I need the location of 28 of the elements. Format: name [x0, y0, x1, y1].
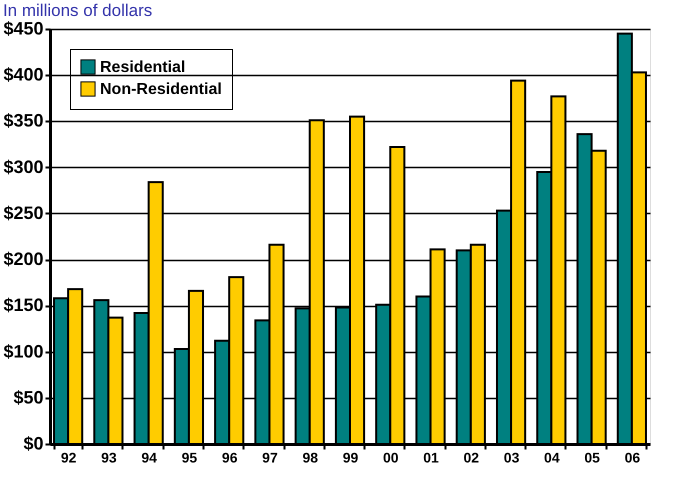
x-tick-label: 02	[464, 450, 480, 466]
x-tick-label: 98	[302, 450, 318, 466]
y-tick-label: $400	[3, 64, 44, 85]
x-tick-label: 96	[222, 450, 238, 466]
x-tick-label: 00	[382, 450, 399, 466]
x-tick-label: 06	[624, 450, 640, 466]
y-tick-label: $250	[3, 202, 44, 223]
legend-label: Non-Residential	[100, 81, 222, 98]
y-tick-label: $300	[3, 156, 44, 177]
x-tick-label: 01	[423, 450, 440, 466]
x-tick-label: 93	[101, 450, 117, 466]
y-tick-label: $200	[3, 249, 44, 270]
x-tick-label: 97	[262, 450, 278, 466]
chart-title: In millions of dollars	[2, 1, 152, 20]
y-tick-label: $150	[3, 295, 44, 316]
y-tick-label: $100	[3, 341, 44, 362]
y-tick-label: $0	[23, 434, 44, 454]
x-tick-label: 95	[182, 450, 198, 466]
legend-label: Residential	[100, 59, 186, 76]
y-tick-label: $450	[3, 18, 44, 38]
y-tick-label: $50	[13, 387, 44, 408]
x-tick-label: 04	[544, 450, 560, 466]
x-tick-label: 94	[141, 450, 158, 466]
x-tick-label: 03	[504, 450, 520, 466]
x-tick-label: 05	[584, 450, 600, 466]
x-tick-label: 99	[342, 450, 358, 466]
x-tick-label: 92	[60, 450, 77, 466]
y-tick-label: $350	[3, 110, 44, 131]
